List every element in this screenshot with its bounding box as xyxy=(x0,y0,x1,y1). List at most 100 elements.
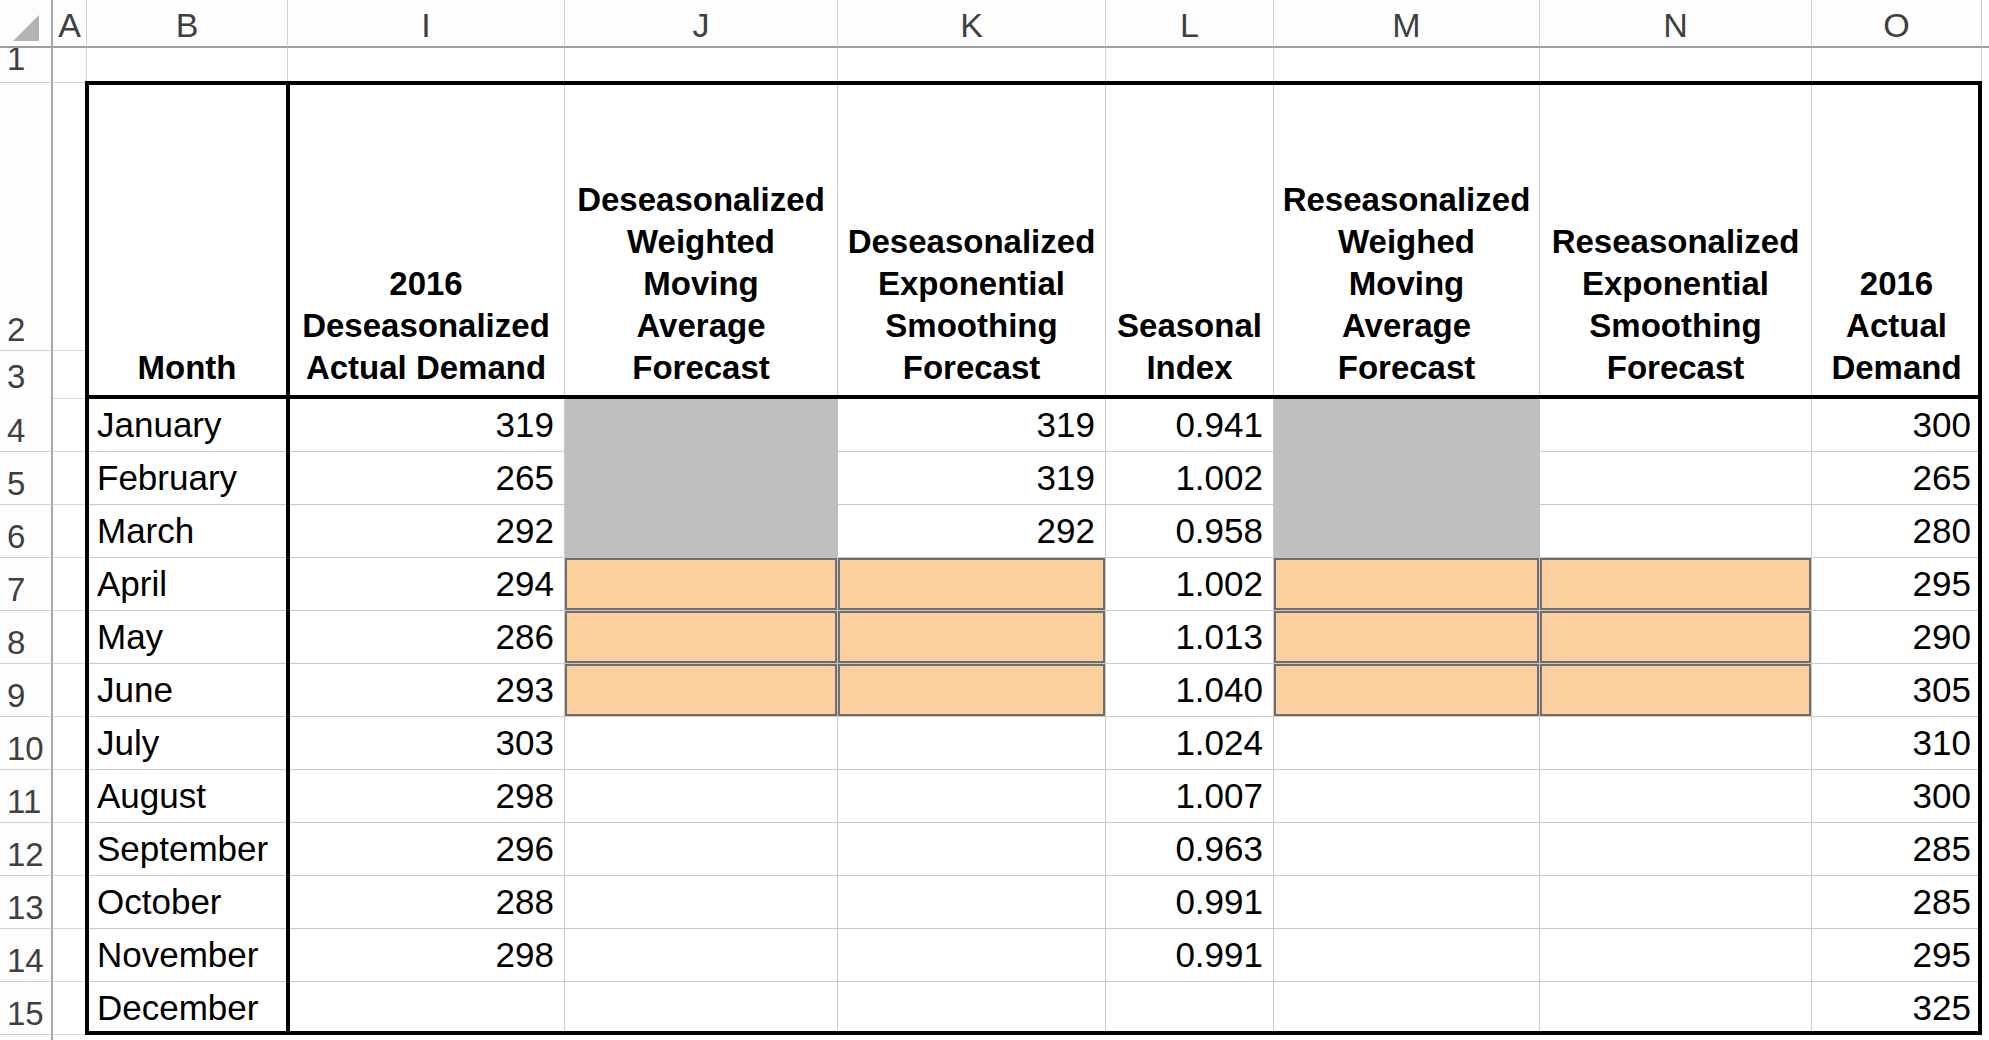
row-header-10[interactable]: 10 xyxy=(0,717,53,770)
row-header-4[interactable]: 4 xyxy=(0,399,53,452)
res-exp-forecast-cell[interactable] xyxy=(1540,770,1812,823)
header-deseasonalized-actual-demand[interactable]: 2016 Deseasonalized Actual Demand xyxy=(288,83,565,399)
actual-demand-cell[interactable]: 295 xyxy=(1812,558,1982,611)
seasonal-index-cell[interactable]: 1.040 xyxy=(1106,664,1274,717)
actual-demand-cell[interactable]: 305 xyxy=(1812,664,1982,717)
cell[interactable] xyxy=(53,823,87,876)
wma-forecast-cell[interactable] xyxy=(565,823,838,876)
actual-demand-cell[interactable]: 310 xyxy=(1812,717,1982,770)
seasonal-index-cell[interactable]: 0.941 xyxy=(1106,399,1274,452)
header-month[interactable]: Month xyxy=(87,83,288,399)
seasonal-index-cell[interactable]: 0.991 xyxy=(1106,876,1274,929)
row-header-11[interactable]: 11 xyxy=(0,770,53,823)
month-cell[interactable]: January xyxy=(87,399,288,452)
cell[interactable] xyxy=(1812,48,1982,83)
deseasonalized-actual-cell[interactable]: 298 xyxy=(288,770,565,823)
actual-demand-cell[interactable]: 325 xyxy=(1812,982,1982,1035)
res-exp-forecast-cell[interactable] xyxy=(1540,664,1812,717)
month-cell[interactable]: November xyxy=(87,929,288,982)
res-exp-forecast-cell[interactable] xyxy=(1540,823,1812,876)
seasonal-index-cell[interactable]: 0.963 xyxy=(1106,823,1274,876)
cell[interactable] xyxy=(87,48,288,83)
month-cell[interactable]: May xyxy=(87,611,288,664)
actual-demand-cell[interactable]: 300 xyxy=(1812,399,1982,452)
res-wma-forecast-cell[interactable] xyxy=(1274,505,1540,558)
row-header-14[interactable]: 14 xyxy=(0,929,53,982)
deseasonalized-actual-cell[interactable]: 292 xyxy=(288,505,565,558)
res-exp-forecast-cell[interactable] xyxy=(1540,452,1812,505)
seasonal-index-cell[interactable]: 1.013 xyxy=(1106,611,1274,664)
cell[interactable] xyxy=(53,611,87,664)
res-exp-forecast-cell[interactable] xyxy=(1540,929,1812,982)
row-header-1[interactable]: 1 xyxy=(0,48,53,83)
header-reseasonalized-wma-forecast[interactable]: Reseasonalized Weighed Moving Average Fo… xyxy=(1274,83,1540,399)
month-cell[interactable]: October xyxy=(87,876,288,929)
cell[interactable] xyxy=(565,48,838,83)
header-seasonal-index[interactable]: Seasonal Index xyxy=(1106,83,1274,399)
column-header-l[interactable]: L xyxy=(1106,0,1274,48)
seasonal-index-cell[interactable]: 0.991 xyxy=(1106,929,1274,982)
deseasonalized-actual-cell[interactable]: 288 xyxy=(288,876,565,929)
actual-demand-cell[interactable]: 265 xyxy=(1812,452,1982,505)
month-cell[interactable]: July xyxy=(87,717,288,770)
row-header-5[interactable]: 5 xyxy=(0,452,53,505)
deseasonalized-actual-cell[interactable]: 303 xyxy=(288,717,565,770)
deseasonalized-actual-cell[interactable]: 294 xyxy=(288,558,565,611)
res-wma-forecast-cell[interactable] xyxy=(1274,770,1540,823)
seasonal-index-cell[interactable]: 1.002 xyxy=(1106,558,1274,611)
exp-forecast-cell[interactable]: 319 xyxy=(838,452,1106,505)
actual-demand-cell[interactable]: 285 xyxy=(1812,876,1982,929)
seasonal-index-cell[interactable]: 0.958 xyxy=(1106,505,1274,558)
wma-forecast-cell[interactable] xyxy=(565,929,838,982)
exp-forecast-cell[interactable] xyxy=(838,929,1106,982)
actual-demand-cell[interactable]: 290 xyxy=(1812,611,1982,664)
month-cell[interactable]: August xyxy=(87,770,288,823)
cell[interactable] xyxy=(288,48,565,83)
deseasonalized-actual-cell[interactable]: 293 xyxy=(288,664,565,717)
column-header-b[interactable]: B xyxy=(87,0,288,48)
res-wma-forecast-cell[interactable] xyxy=(1274,452,1540,505)
cell[interactable] xyxy=(53,48,87,83)
cell[interactable] xyxy=(1540,48,1812,83)
exp-forecast-cell[interactable] xyxy=(838,664,1106,717)
cell[interactable] xyxy=(53,664,87,717)
header-deseasonalized-wma-forecast[interactable]: Deseasonalized Weighted Moving Average F… xyxy=(565,83,838,399)
cell[interactable] xyxy=(53,452,87,505)
column-header-k[interactable]: K xyxy=(838,0,1106,48)
wma-forecast-cell[interactable] xyxy=(565,399,838,452)
res-wma-forecast-cell[interactable] xyxy=(1274,558,1540,611)
seasonal-index-cell[interactable]: 1.024 xyxy=(1106,717,1274,770)
cell[interactable] xyxy=(53,717,87,770)
column-header-m[interactable]: M xyxy=(1274,0,1540,48)
exp-forecast-cell[interactable] xyxy=(838,823,1106,876)
seasonal-index-cell[interactable]: 1.007 xyxy=(1106,770,1274,823)
exp-forecast-cell[interactable] xyxy=(838,982,1106,1035)
res-exp-forecast-cell[interactable] xyxy=(1540,505,1812,558)
res-exp-forecast-cell[interactable] xyxy=(1540,982,1812,1035)
month-cell[interactable]: December xyxy=(87,982,288,1035)
exp-forecast-cell[interactable] xyxy=(838,717,1106,770)
cell[interactable] xyxy=(53,982,87,1035)
column-header-j[interactable]: J xyxy=(565,0,838,48)
cell[interactable] xyxy=(53,399,87,452)
exp-forecast-cell[interactable] xyxy=(838,876,1106,929)
actual-demand-cell[interactable]: 295 xyxy=(1812,929,1982,982)
row-header-7[interactable]: 7 xyxy=(0,558,53,611)
exp-forecast-cell[interactable] xyxy=(838,770,1106,823)
actual-demand-cell[interactable]: 280 xyxy=(1812,505,1982,558)
res-wma-forecast-cell[interactable] xyxy=(1274,664,1540,717)
cell[interactable] xyxy=(53,770,87,823)
res-wma-forecast-cell[interactable] xyxy=(1274,399,1540,452)
res-exp-forecast-cell[interactable] xyxy=(1540,558,1812,611)
cell[interactable] xyxy=(53,876,87,929)
cell[interactable] xyxy=(53,558,87,611)
seasonal-index-cell[interactable]: 1.002 xyxy=(1106,452,1274,505)
month-cell[interactable]: June xyxy=(87,664,288,717)
actual-demand-cell[interactable]: 285 xyxy=(1812,823,1982,876)
cell[interactable] xyxy=(53,929,87,982)
actual-demand-cell[interactable]: 300 xyxy=(1812,770,1982,823)
row-header-12[interactable]: 12 xyxy=(0,823,53,876)
deseasonalized-actual-cell[interactable]: 319 xyxy=(288,399,565,452)
res-exp-forecast-cell[interactable] xyxy=(1540,611,1812,664)
wma-forecast-cell[interactable] xyxy=(565,717,838,770)
